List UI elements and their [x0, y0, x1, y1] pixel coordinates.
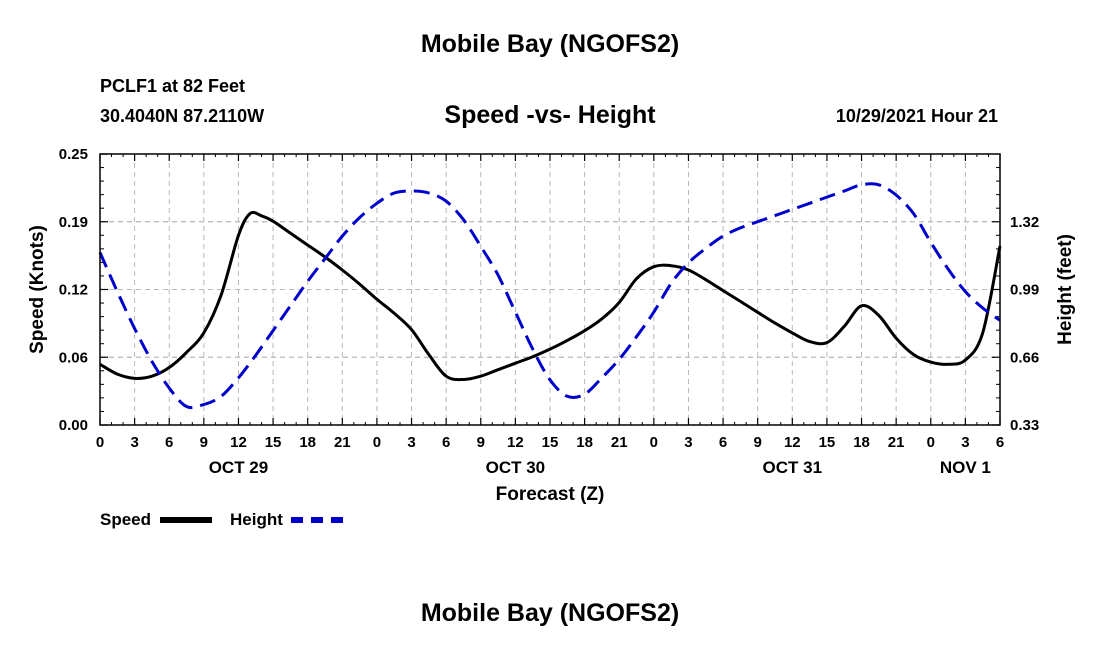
x-tick-label: 18: [853, 434, 870, 451]
y-left-tick-label: 0.12: [59, 282, 88, 299]
legend-height-label: Height: [230, 510, 283, 529]
x-tick-label: 6: [165, 434, 173, 451]
y-axis-label-left: Speed (Knots): [27, 225, 48, 354]
date-label: OCT 29: [209, 458, 269, 477]
station-label: PCLF1 at 82 Feet: [100, 76, 246, 96]
x-tick-label: 21: [334, 434, 351, 451]
x-tick-label: 12: [507, 434, 524, 451]
grid-lines: [100, 154, 1000, 425]
x-tick-label: 21: [888, 434, 905, 451]
chart-subtitle: Speed -vs- Height: [444, 101, 656, 129]
x-tick-label: 21: [611, 434, 628, 451]
plot-frame: [99, 153, 1001, 426]
x-tick-label: 6: [719, 434, 727, 451]
tick-labels: 0 3 6 9 12 15 18 21 0 3 6 9 12 15 18 21 0 3 6 9 12 15 18 21 0 3 6 O…: [59, 146, 1039, 477]
y-right-tick-label: 1.32: [1010, 214, 1039, 231]
forecast-datetime: 10/29/2021 Hour 21: [835, 106, 998, 126]
x-tick-label: 18: [576, 434, 593, 451]
x-tick-label: 9: [200, 434, 208, 451]
x-tick-label: 12: [230, 434, 247, 451]
y-left-tick-label: 0.06: [59, 349, 88, 366]
x-tick-label: 12: [784, 434, 801, 451]
legend-height-swatch: [291, 517, 343, 523]
date-label: OCT 31: [763, 458, 823, 477]
chart-title: Mobile Bay (NGOFS2): [420, 30, 680, 58]
x-tick-label: 0: [96, 434, 104, 451]
y-axis-label-right: Height (feet): [1055, 234, 1076, 345]
x-tick-label: 3: [684, 434, 692, 451]
x-tick-label: 6: [996, 434, 1004, 451]
x-tick-label: 18: [299, 434, 316, 451]
legend-speed-swatch: [160, 517, 212, 523]
series-group: [98, 182, 1002, 410]
lat-lon-label: 30.4040N 87.2110W: [100, 106, 265, 126]
x-tick-label: 15: [542, 434, 559, 451]
series-line-height: [98, 182, 1001, 410]
y-left-tick-label: 0.19: [59, 214, 88, 231]
x-tick-label: 0: [927, 434, 935, 451]
x-axis-label: Forecast (Z): [496, 484, 605, 505]
x-tick-label: 6: [442, 434, 450, 451]
x-tick-label: 9: [754, 434, 762, 451]
x-tick-label: 3: [961, 434, 969, 451]
x-tick-label: 3: [407, 434, 415, 451]
series-line-speed: [99, 210, 1002, 382]
date-label: OCT 30: [486, 458, 546, 477]
x-tick-label: 9: [477, 434, 485, 451]
date-label: NOV 1: [940, 458, 991, 477]
y-left-tick-label: 0.25: [59, 146, 88, 163]
chart-title-repeat: Mobile Bay (NGOFS2): [420, 599, 680, 627]
y-left-tick-label: 0.00: [59, 417, 88, 434]
y-right-tick-label: 0.33: [1010, 417, 1039, 434]
y-right-tick-label: 0.66: [1010, 349, 1039, 366]
legend-speed-label: Speed: [100, 510, 152, 529]
x-tick-label: 15: [265, 434, 282, 451]
x-tick-label: 15: [819, 434, 836, 451]
y-right-tick-label: 0.99: [1010, 282, 1039, 299]
x-tick-label: 0: [650, 434, 658, 451]
x-tick-label: 0: [373, 434, 381, 451]
x-tick-label: 3: [130, 434, 138, 451]
